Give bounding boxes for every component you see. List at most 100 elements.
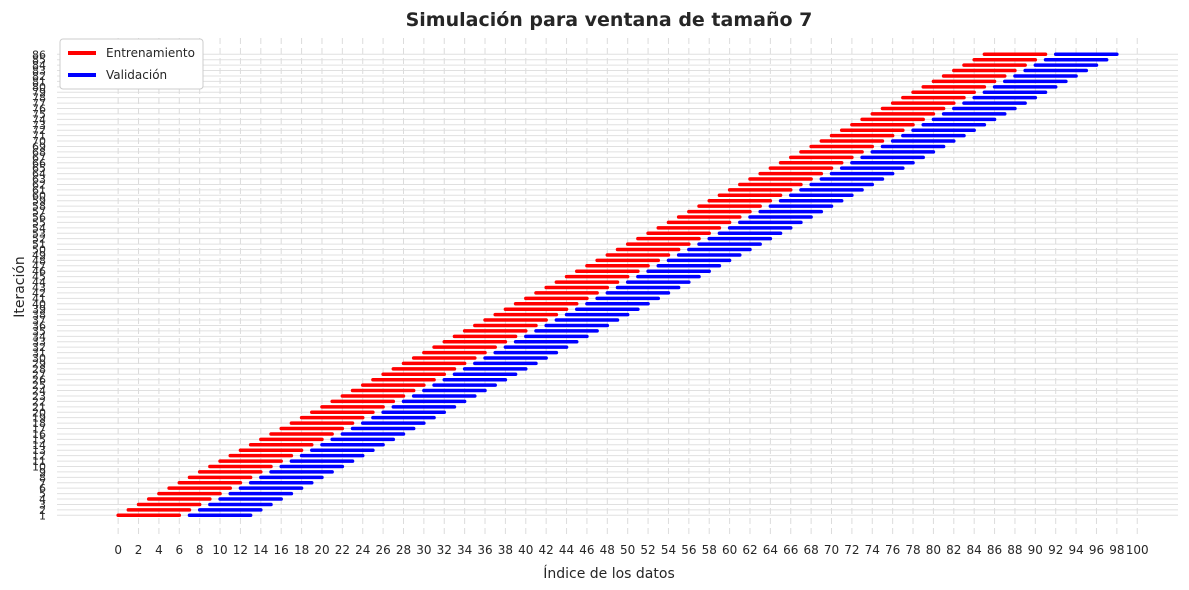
y-tick-label: 18 [32, 417, 46, 430]
y-tick-label: 28 [32, 363, 46, 376]
y-tick-label: 9 [39, 466, 46, 479]
x-tick-label: 50 [620, 543, 635, 557]
x-tick-label: 0 [114, 543, 122, 557]
x-tick-label: 62 [742, 543, 757, 557]
y-tick-label: 36 [32, 319, 46, 332]
y-tick-label: 46 [32, 265, 46, 278]
y-tick-label: 25 [32, 379, 46, 392]
y-tick-label: 3 [39, 498, 46, 511]
y-tick-label: 17 [32, 423, 46, 436]
x-tick-label: 44 [559, 543, 574, 557]
y-tick-label: 15 [32, 433, 46, 446]
legend-label-validacion: Validación [106, 68, 167, 82]
y-tick-label: 30 [32, 352, 46, 365]
y-tick-label: 24 [32, 385, 46, 398]
x-tick-label: 78 [905, 543, 920, 557]
x-tick-label: 10 [212, 543, 227, 557]
x-tick-label: 58 [702, 543, 717, 557]
x-tick-label: 34 [457, 543, 472, 557]
y-tick-label: 62 [32, 178, 46, 191]
y-tick-label: 84 [32, 59, 46, 72]
y-tick-label: 29 [32, 357, 46, 370]
y-tick-label: 47 [32, 260, 46, 273]
y-tick-label: 35 [32, 325, 46, 338]
y-tick-label: 83 [32, 65, 46, 78]
y-tick-label: 74 [32, 113, 46, 126]
y-tick-label: 32 [32, 341, 46, 354]
x-tick-label: 26 [375, 543, 390, 557]
y-tick-label: 20 [32, 406, 46, 419]
y-tick-label: 48 [32, 254, 46, 267]
y-tick-label: 12 [32, 450, 46, 463]
y-tick-label: 23 [32, 390, 46, 403]
y-tick-label: 14 [32, 439, 46, 452]
x-tick-label: 16 [274, 543, 289, 557]
y-tick-label: 63 [32, 173, 46, 186]
x-tick-label: 6 [175, 543, 183, 557]
y-axis-label: Iteración [12, 256, 28, 318]
y-tick-label: 42 [32, 287, 46, 300]
y-tick-label: 16 [32, 428, 46, 441]
x-tick-label: 76 [885, 543, 900, 557]
y-tick-label: 76 [32, 103, 46, 116]
y-tick-label: 77 [32, 97, 46, 110]
x-tick-label: 94 [1068, 543, 1083, 557]
x-tick-label: 100 [1126, 543, 1149, 557]
y-tick-label: 11 [32, 455, 46, 468]
y-tick-label: 51 [32, 238, 46, 251]
y-tick-label: 79 [32, 86, 46, 99]
y-tick-label: 8 [39, 471, 46, 484]
y-tick-label: 38 [32, 309, 46, 322]
x-tick-label: 4 [155, 543, 163, 557]
x-tick-label: 32 [437, 543, 452, 557]
y-tick-label: 85 [32, 54, 46, 67]
y-tick-label: 2 [39, 504, 46, 517]
tick-layer: 1234567891011121314151617181920212223242… [32, 48, 1149, 557]
y-tick-label: 45 [32, 271, 46, 284]
x-tick-label: 74 [865, 543, 880, 557]
y-tick-label: 44 [32, 276, 46, 289]
y-tick-label: 7 [39, 477, 46, 490]
y-tick-label: 67 [32, 151, 46, 164]
y-tick-label: 43 [32, 282, 46, 295]
y-tick-label: 57 [32, 206, 46, 219]
x-tick-label: 40 [518, 543, 533, 557]
y-tick-label: 82 [32, 70, 46, 83]
x-tick-label: 48 [600, 543, 615, 557]
x-tick-label: 56 [681, 543, 696, 557]
y-tick-label: 1 [39, 509, 46, 522]
y-tick-label: 33 [32, 336, 46, 349]
y-tick-label: 70 [32, 135, 46, 148]
x-tick-label: 88 [1007, 543, 1022, 557]
y-tick-label: 58 [32, 200, 46, 213]
legend-label-entrenamiento: Entrenamiento [106, 46, 195, 60]
y-tick-label: 69 [32, 140, 46, 153]
x-tick-label: 30 [416, 543, 431, 557]
y-tick-label: 75 [32, 108, 46, 121]
y-tick-label: 52 [32, 233, 46, 246]
x-tick-label: 38 [498, 543, 513, 557]
y-tick-label: 64 [32, 168, 46, 181]
y-tick-label: 22 [32, 395, 46, 408]
y-tick-label: 53 [32, 227, 46, 240]
chart-title: Simulación para ventana de tamaño 7 [406, 9, 813, 31]
x-tick-label: 24 [355, 543, 370, 557]
y-tick-label: 61 [32, 184, 46, 197]
y-tick-label: 66 [32, 157, 46, 170]
y-tick-label: 59 [32, 195, 46, 208]
y-tick-label: 27 [32, 368, 46, 381]
x-axis-label: Índice de los datos [543, 565, 675, 582]
x-tick-label: 96 [1089, 543, 1104, 557]
y-tick-label: 4 [39, 493, 46, 506]
y-tick-label: 21 [32, 401, 46, 414]
x-tick-label: 12 [233, 543, 248, 557]
y-tick-label: 65 [32, 162, 46, 175]
x-tick-label: 36 [477, 543, 492, 557]
y-tick-label: 54 [32, 222, 46, 235]
y-tick-label: 80 [32, 81, 46, 94]
y-tick-label: 68 [32, 146, 46, 159]
y-tick-label: 40 [32, 298, 46, 311]
y-tick-label: 6 [39, 482, 46, 495]
y-tick-label: 81 [32, 75, 46, 88]
y-tick-label: 39 [32, 303, 46, 316]
